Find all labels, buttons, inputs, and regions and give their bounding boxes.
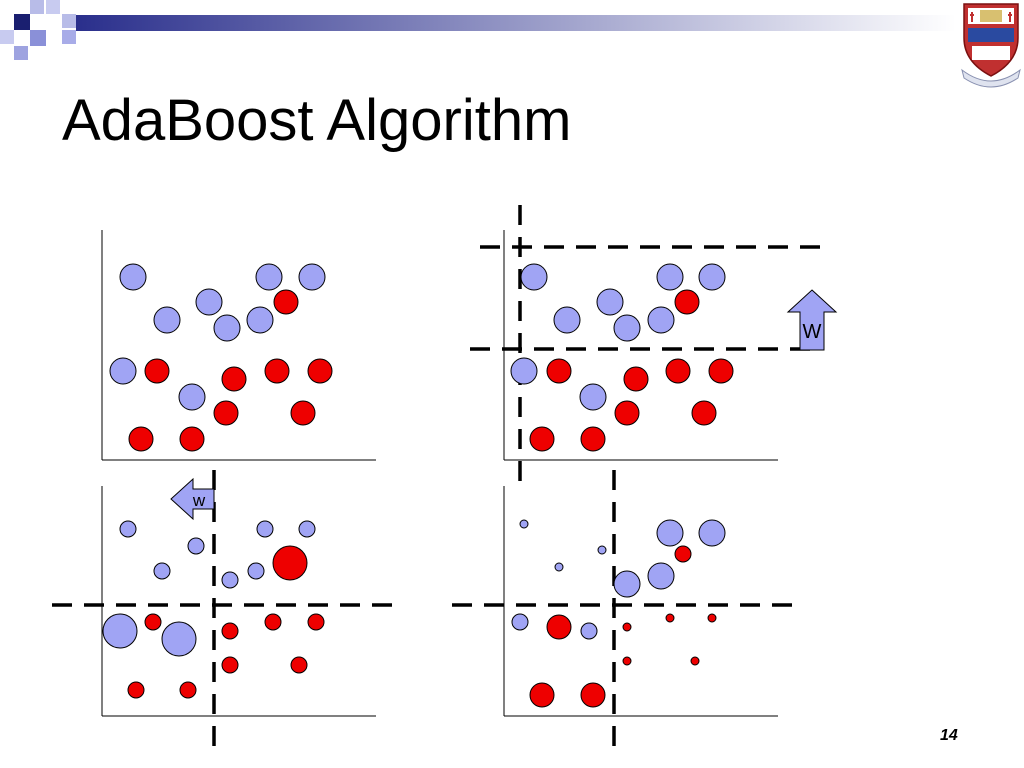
negative-sample-point: [178, 383, 206, 411]
positive-sample-point: [622, 622, 632, 632]
negative-sample-point: [195, 288, 223, 316]
negative-sample-point: [613, 570, 641, 598]
negative-sample-point: [102, 613, 138, 649]
negative-sample-point: [554, 562, 564, 572]
slide-title: AdaBoost Algorithm: [62, 88, 572, 153]
checker-square: [14, 46, 28, 60]
positive-sample-point: [665, 358, 691, 384]
header-gradient-bar: [76, 15, 956, 31]
negative-sample-point: [213, 314, 241, 342]
negative-sample-point: [153, 306, 181, 334]
negative-sample-point: [698, 263, 726, 291]
negative-sample-point: [520, 263, 548, 291]
positive-sample-point: [623, 366, 649, 392]
negative-sample-point: [119, 520, 137, 538]
positive-sample-point: [272, 545, 308, 581]
positive-sample-point: [529, 682, 555, 708]
positive-sample-point: [307, 358, 333, 384]
negative-sample-point: [221, 571, 239, 589]
positive-sample-point: [665, 613, 675, 623]
checker-square: [30, 46, 46, 62]
positive-sample-point: [213, 400, 239, 426]
positive-sample-point: [290, 400, 316, 426]
positive-sample-point: [307, 613, 325, 631]
positive-sample-point: [221, 656, 239, 674]
positive-sample-point: [179, 681, 197, 699]
positive-sample-point: [546, 358, 572, 384]
positive-sample-point: [273, 289, 299, 315]
checker-square: [46, 30, 60, 44]
positive-sample-point: [622, 656, 632, 666]
negative-sample-point: [511, 613, 529, 631]
header-decoration: [0, 0, 956, 62]
negative-sample-point: [656, 263, 684, 291]
negative-sample-point: [119, 263, 147, 291]
weight-label: w: [192, 491, 206, 510]
weight-label: W: [803, 321, 822, 343]
negative-sample-point: [255, 263, 283, 291]
negative-sample-point: [510, 357, 538, 385]
positive-sample-point: [691, 400, 717, 426]
checker-square: [14, 14, 30, 30]
university-crest-icon: [961, 3, 1021, 88]
negative-sample-point: [298, 263, 326, 291]
weight-increase-arrow: [786, 289, 838, 351]
negative-sample-point: [109, 357, 137, 385]
positive-sample-point: [580, 682, 606, 708]
positive-sample-point: [128, 426, 154, 452]
negative-sample-point: [647, 306, 675, 334]
negative-sample-point: [647, 562, 675, 590]
checker-square: [62, 30, 76, 44]
checker-square: [0, 30, 14, 44]
weight-decrease-arrow: [170, 477, 215, 521]
checker-square: [30, 30, 46, 46]
positive-sample-point: [546, 614, 572, 640]
positive-sample-point: [529, 426, 555, 452]
positive-sample-point: [221, 366, 247, 392]
positive-sample-point: [690, 656, 700, 666]
checker-square: [62, 14, 76, 28]
negative-sample-point: [580, 622, 598, 640]
negative-sample-point: [519, 519, 529, 529]
positive-sample-point: [580, 426, 606, 452]
positive-sample-point: [614, 400, 640, 426]
negative-sample-point: [656, 519, 684, 547]
page-number: 14: [940, 727, 958, 744]
positive-sample-point: [179, 426, 205, 452]
negative-sample-point: [247, 562, 265, 580]
positive-sample-point: [264, 613, 282, 631]
negative-sample-point: [553, 306, 581, 334]
positive-sample-point: [290, 656, 308, 674]
negative-sample-point: [246, 306, 274, 334]
positive-sample-point: [674, 545, 692, 563]
negative-sample-point: [161, 621, 197, 657]
positive-sample-point: [144, 613, 162, 631]
positive-sample-point: [127, 681, 145, 699]
checker-square: [62, 0, 76, 14]
positive-sample-point: [707, 613, 717, 623]
negative-sample-point: [298, 520, 316, 538]
checker-square: [30, 0, 44, 14]
negative-sample-point: [613, 314, 641, 342]
negative-sample-point: [187, 537, 205, 555]
negative-sample-point: [596, 288, 624, 316]
positive-sample-point: [144, 358, 170, 384]
negative-sample-point: [698, 519, 726, 547]
checker-square: [46, 0, 60, 14]
positive-sample-point: [221, 622, 239, 640]
positive-sample-point: [708, 358, 734, 384]
positive-sample-point: [674, 289, 700, 315]
negative-sample-point: [256, 520, 274, 538]
negative-sample-point: [597, 545, 607, 555]
negative-sample-point: [579, 383, 607, 411]
positive-sample-point: [264, 358, 290, 384]
negative-sample-point: [153, 562, 171, 580]
